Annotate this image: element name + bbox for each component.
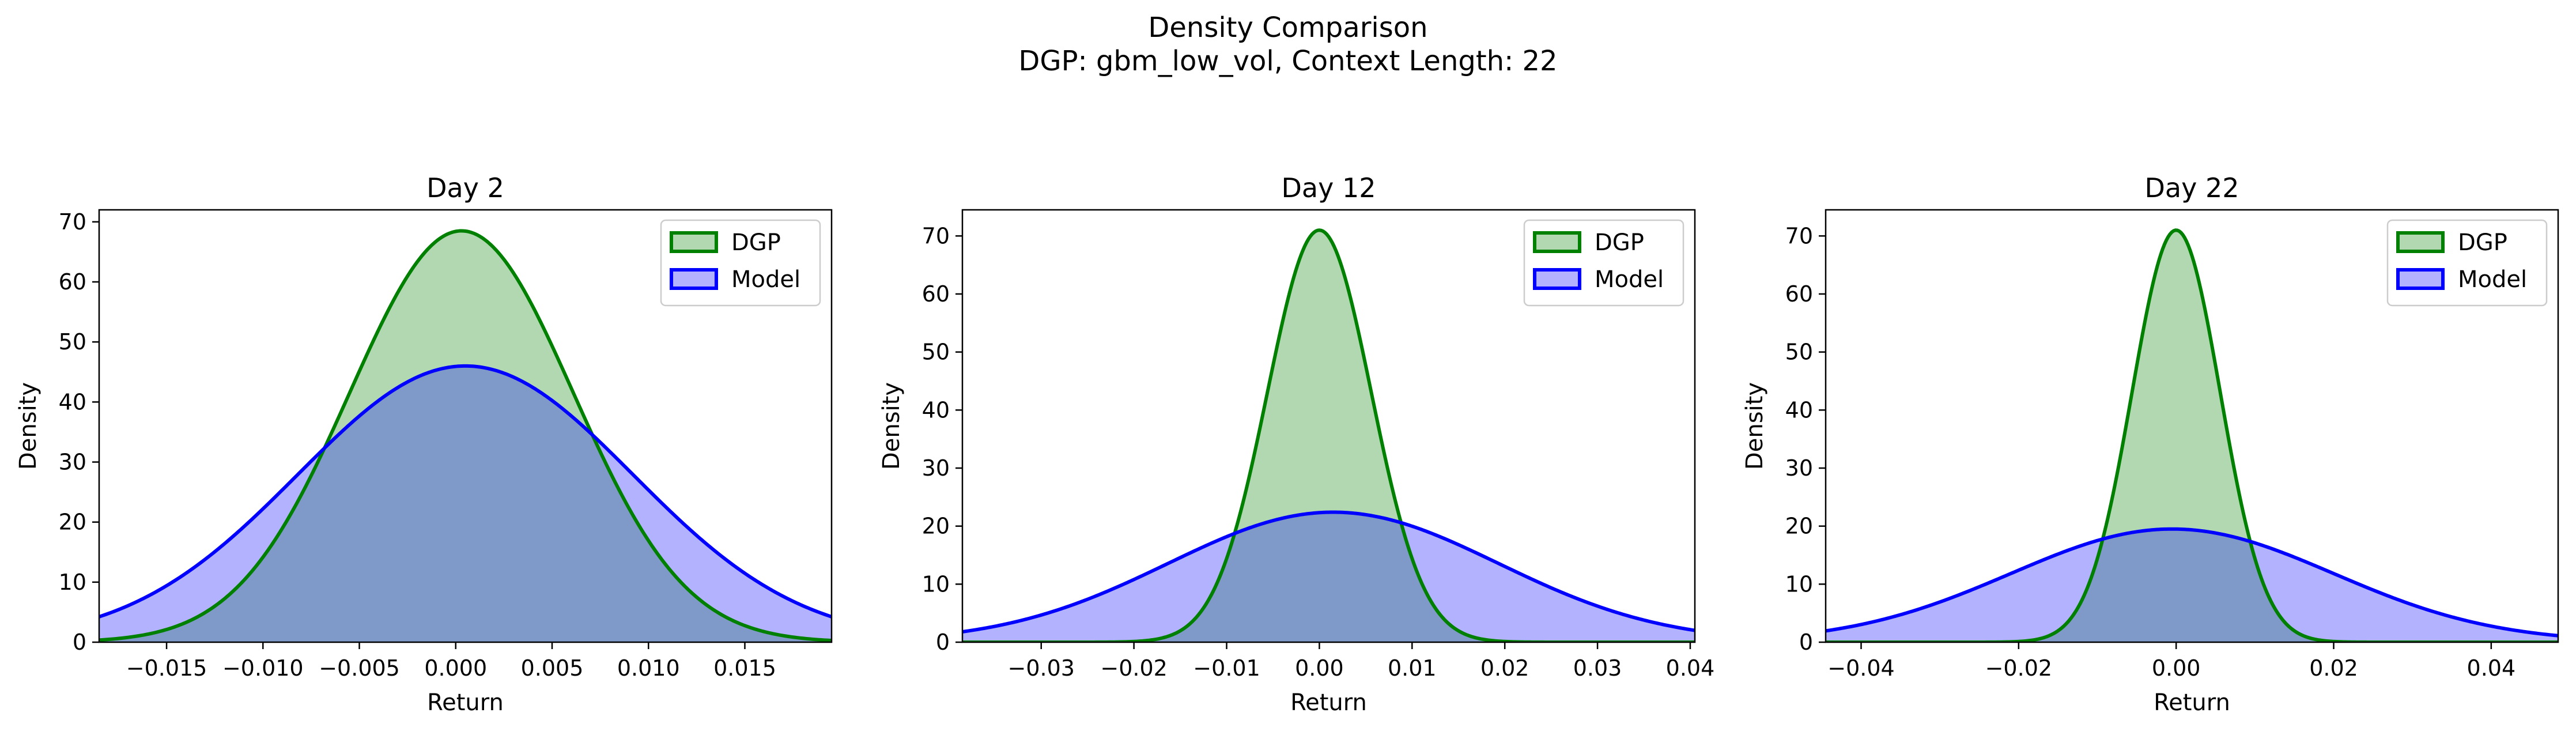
- y-tick-label: 20: [59, 510, 86, 535]
- legend: DGP Model: [2386, 219, 2548, 307]
- plot-area: [99, 229, 832, 642]
- model-line: [99, 364, 832, 619]
- density-panel-2: −0.03 −0.02 −0.01 0.00 0.01 0.02 0.03 0.04 0 10 20…: [878, 172, 1714, 716]
- legend-swatch-dgp: [1533, 231, 1581, 253]
- axes-frame: [1825, 209, 2559, 643]
- y-tick-label: 60: [59, 269, 86, 295]
- x-tick-label: 0.010: [617, 655, 680, 681]
- overlap-fill: [99, 365, 832, 642]
- legend-label-model: Model: [2458, 266, 2527, 293]
- axes-frame: [961, 209, 1696, 643]
- x-tick-label: −0.03: [1008, 655, 1075, 681]
- dgp-line: [99, 229, 832, 642]
- y-tick-label: 20: [922, 514, 950, 539]
- legend: DGP Model: [660, 219, 821, 307]
- overlap-fill: [1826, 529, 2558, 642]
- legend-swatch-dgp: [670, 231, 718, 253]
- legend-label-dgp: DGP: [2458, 229, 2507, 256]
- y-tick-label: 0: [936, 630, 950, 655]
- y-tick-label: 70: [1785, 223, 1813, 248]
- x-tick-label: 0.00: [1295, 655, 1344, 681]
- x-tick-label: 0.03: [1573, 655, 1622, 681]
- y-tick-label: 0: [1799, 630, 1813, 655]
- y-tick-label: 70: [922, 223, 950, 248]
- x-tick-label: 0.02: [1480, 655, 1529, 681]
- x-tick-label: −0.02: [1100, 655, 1167, 681]
- y-tick-label: 70: [59, 209, 86, 235]
- legend-swatch-model: [670, 268, 718, 290]
- y-tick-label: 10: [1785, 571, 1813, 597]
- y-tick-label: 50: [1785, 340, 1813, 365]
- y-tick-label: 60: [1785, 281, 1813, 307]
- dgp-line: [1826, 228, 2558, 642]
- y-tick-label: 50: [922, 340, 950, 365]
- x-tick-label: −0.04: [1827, 655, 1894, 681]
- y-tick-label: 40: [922, 397, 950, 423]
- x-tick-label: 0.00: [2152, 655, 2201, 681]
- dgp-fill: [1826, 230, 2558, 642]
- legend-swatch-dgp: [2396, 231, 2445, 253]
- y-tick-label: 50: [59, 329, 86, 355]
- y-tick-label: 10: [59, 570, 86, 595]
- density-panel-1: −0.015 −0.010 −0.005 0.000 0.005 0.010 0.015 0 1…: [15, 172, 833, 716]
- plot-area: [1826, 228, 2558, 642]
- y-tick-label: 60: [922, 281, 950, 307]
- y-tick-label: 10: [922, 571, 950, 597]
- y-tick-label: 40: [1785, 397, 1813, 423]
- x-axis-label: Return: [427, 689, 504, 716]
- x-tick-label: 0.01: [1388, 655, 1437, 681]
- y-axis-label: Density: [15, 382, 41, 470]
- legend-label-model: Model: [1595, 266, 1664, 293]
- x-tick-label: −0.005: [319, 655, 400, 681]
- y-tick-label: 30: [59, 450, 86, 475]
- legend-label-model: Model: [731, 266, 800, 293]
- x-tick-label: 0.005: [521, 655, 584, 681]
- y-tick-label: 20: [1785, 514, 1813, 539]
- x-tick-label: 0.04: [1666, 655, 1715, 681]
- legend-swatch-model: [1533, 268, 1581, 290]
- x-tick-label: −0.010: [222, 655, 304, 681]
- y-tick-label: 30: [922, 455, 950, 481]
- y-tick-label: 40: [59, 389, 86, 414]
- legend-swatch-model: [2396, 268, 2445, 290]
- x-tick-label: 0.015: [713, 655, 776, 681]
- x-tick-label: −0.015: [126, 655, 207, 681]
- model-line: [962, 510, 1695, 634]
- legend: DGP Model: [1523, 219, 1684, 307]
- y-axis-label: Density: [1742, 382, 1768, 470]
- overlap-fill: [962, 512, 1695, 642]
- model-line: [1826, 527, 2558, 638]
- x-tick-label: −0.02: [1985, 655, 2052, 681]
- y-tick-label: 30: [1785, 455, 1813, 481]
- figure-subtitle: DGP: gbm_low_vol, Context Length: 22: [1018, 45, 1557, 77]
- x-axis-label: Return: [2154, 689, 2230, 716]
- legend-label-dgp: DGP: [731, 229, 781, 256]
- x-axis-label: Return: [1290, 689, 1367, 716]
- figure-title: Density Comparison: [1148, 12, 1427, 44]
- y-axis-label: Density: [878, 382, 905, 470]
- panel-title: Day 22: [2145, 172, 2239, 203]
- legend-label-dgp: DGP: [1595, 229, 1644, 256]
- x-tick-label: 0.02: [2309, 655, 2358, 681]
- density-panel-3: −0.04 −0.02 0.00 0.02 0.04 0 10 20 30 40 50 60 70 Day…: [1742, 172, 2559, 716]
- y-tick-label: 0: [73, 630, 86, 655]
- x-tick-label: 0.000: [424, 655, 487, 681]
- x-tick-label: −0.01: [1193, 655, 1260, 681]
- x-tick-label: 0.04: [2467, 655, 2516, 681]
- axes-frame: [98, 209, 833, 643]
- panel-title: Day 2: [426, 172, 504, 203]
- panel-title: Day 12: [1282, 172, 1376, 203]
- dgp-fill: [962, 230, 1695, 642]
